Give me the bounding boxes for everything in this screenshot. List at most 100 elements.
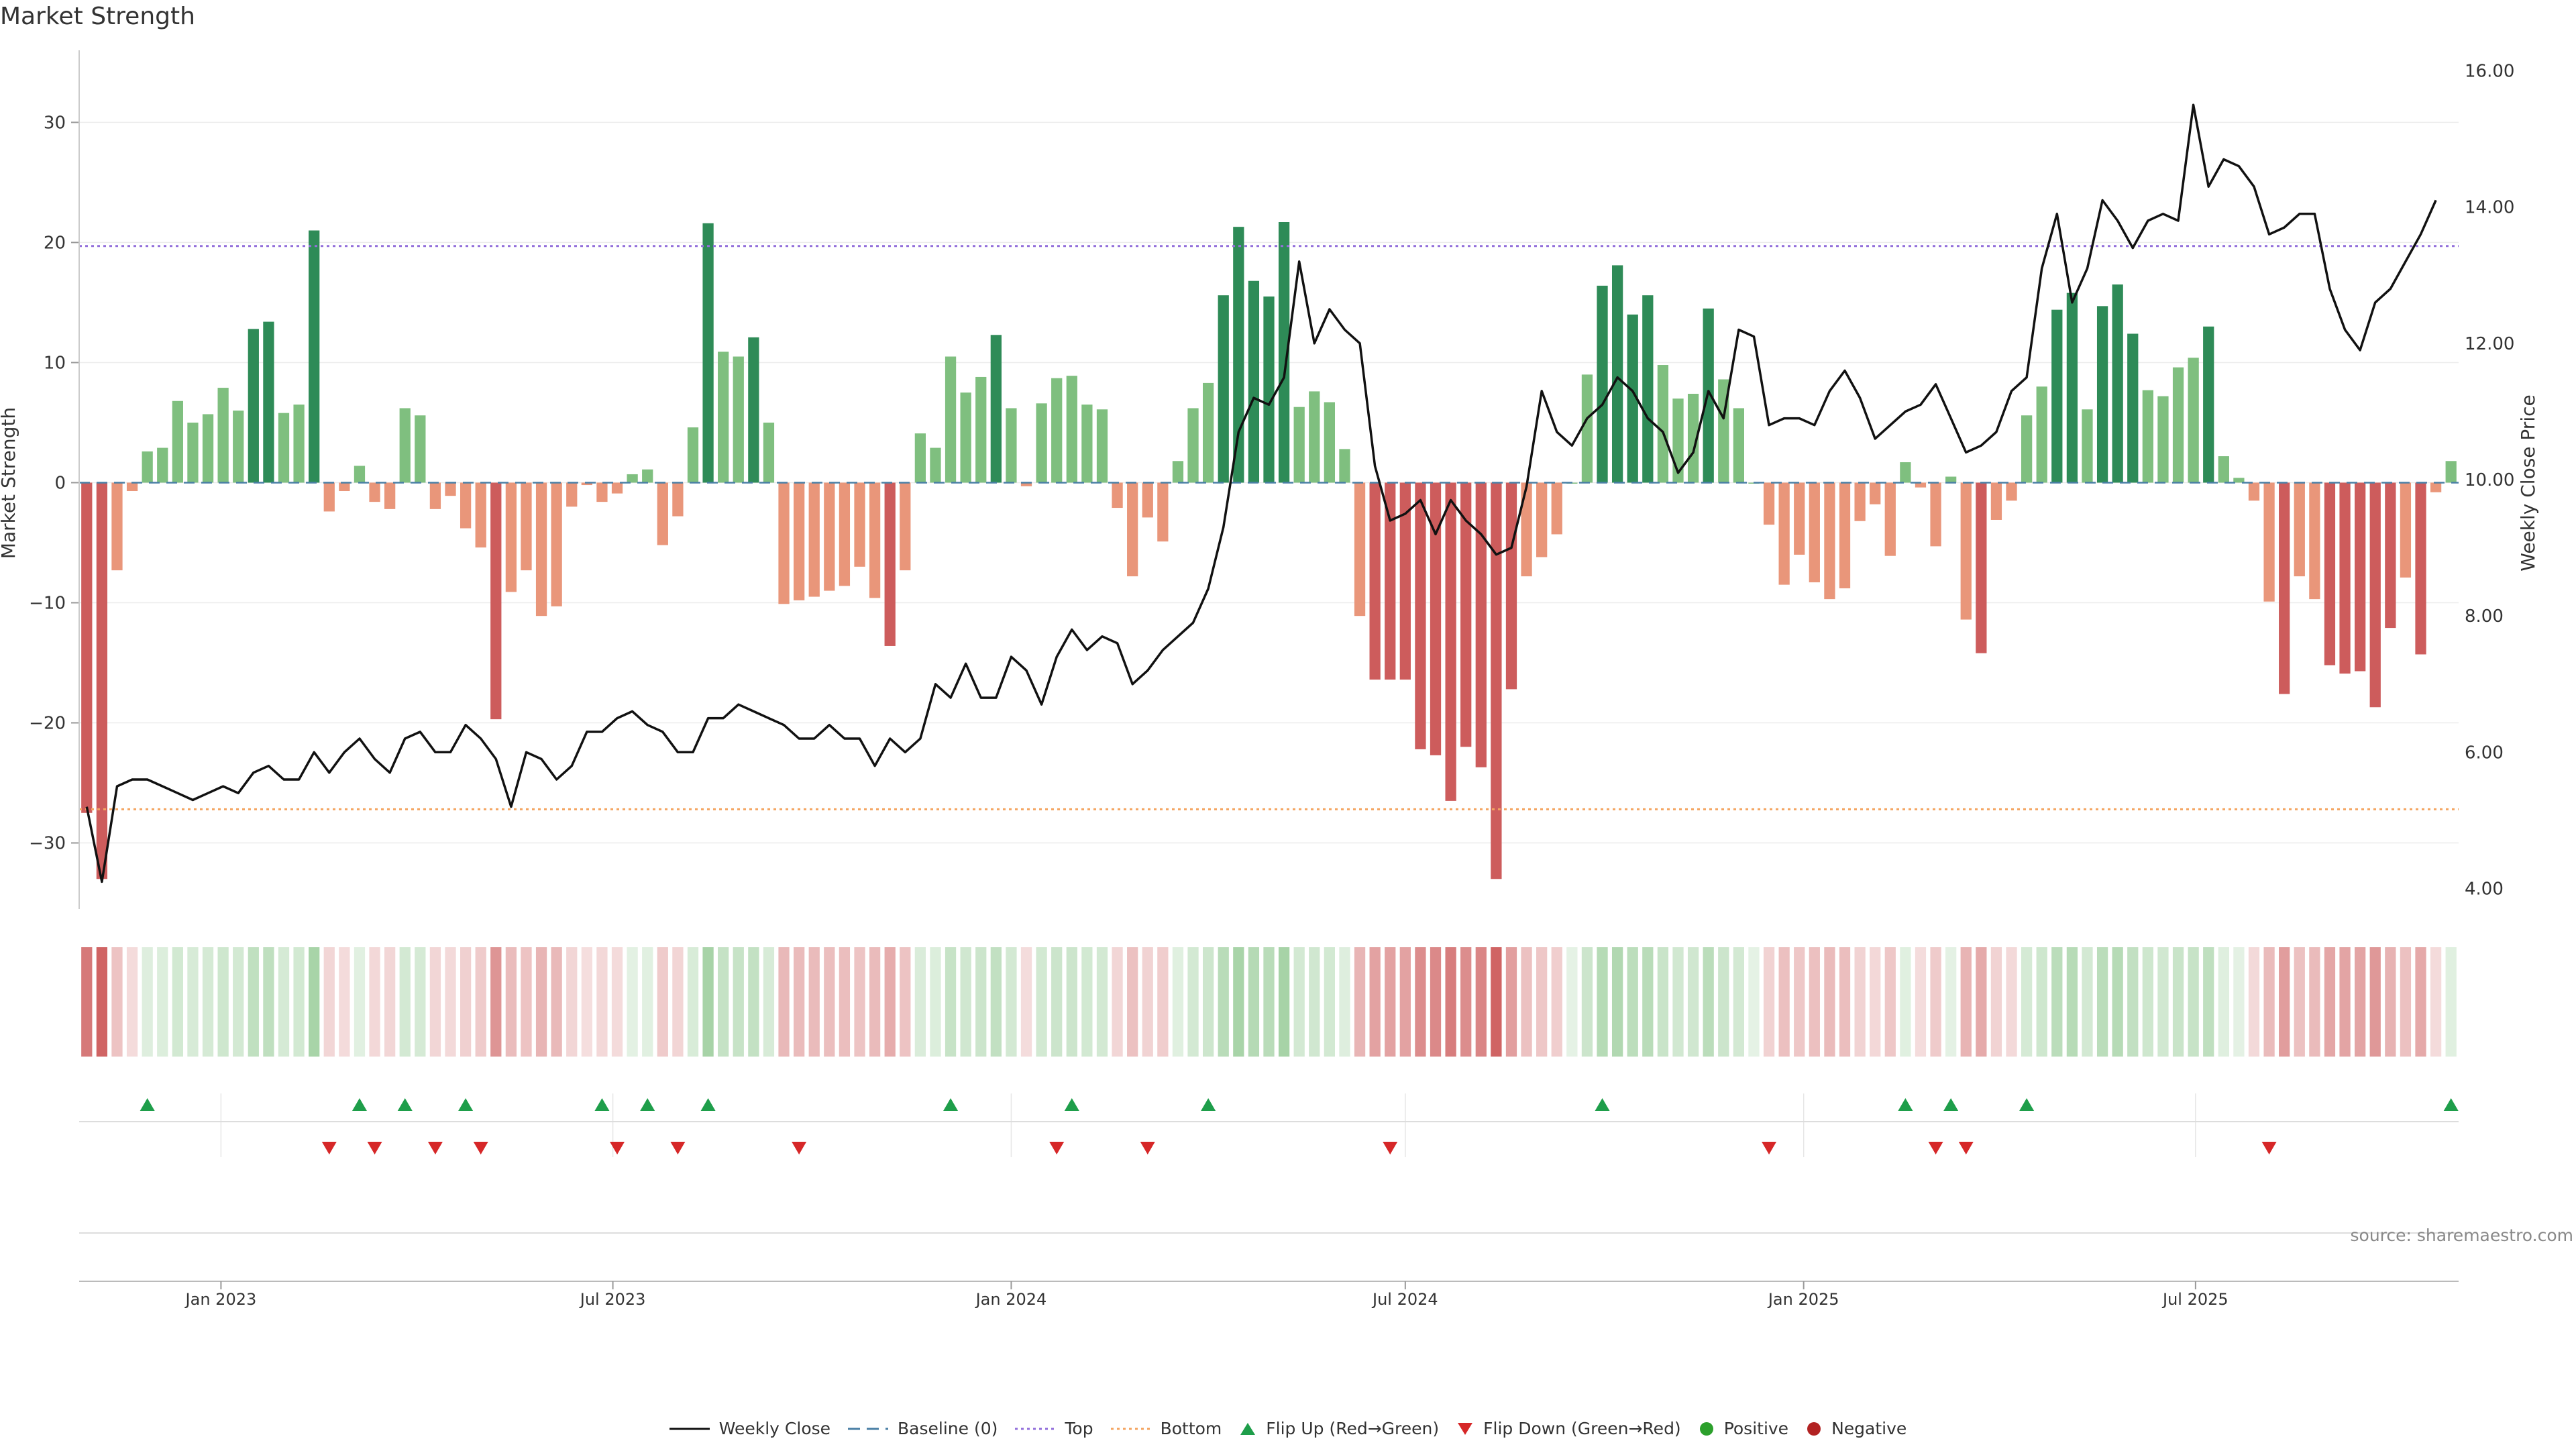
strength-bar bbox=[217, 388, 229, 483]
flip-up-marker bbox=[640, 1098, 655, 1111]
circle-icon bbox=[1807, 1421, 1821, 1436]
heat-cell bbox=[1006, 947, 1017, 1057]
strength-bar bbox=[990, 335, 1002, 483]
strength-bar bbox=[657, 482, 668, 545]
strength-bar bbox=[1324, 402, 1336, 483]
strength-bar bbox=[1763, 482, 1775, 525]
x-tick-label: Jul 2023 bbox=[579, 1290, 646, 1309]
strength-bar bbox=[1611, 265, 1623, 483]
heat-cell bbox=[2127, 947, 2139, 1057]
heat-cell bbox=[1263, 947, 1275, 1057]
strength-bar bbox=[1020, 482, 1032, 486]
strength-bar bbox=[733, 356, 744, 483]
heat-cell bbox=[642, 947, 653, 1057]
strength-bar bbox=[2127, 333, 2139, 483]
flip-down-marker bbox=[1383, 1142, 1398, 1155]
heat-cell bbox=[1794, 947, 1805, 1057]
strength-bar bbox=[1976, 482, 1987, 653]
strength-bar bbox=[2066, 292, 2078, 483]
left-tick-label: 0 bbox=[54, 473, 66, 493]
strength-bar bbox=[309, 230, 320, 483]
heat-cell bbox=[521, 947, 532, 1057]
heat-cell bbox=[2142, 947, 2153, 1057]
strength-bar bbox=[142, 451, 153, 483]
heat-cell bbox=[960, 947, 971, 1057]
axes: 30 20 10 0 −10 −20 −30 16.00 14.00 12.00 10.00 8.00… bbox=[29, 50, 2514, 1309]
heat-cell bbox=[1324, 947, 1336, 1057]
heat-cell bbox=[1157, 947, 1169, 1057]
heat-cell bbox=[1248, 947, 1260, 1057]
heat-cell bbox=[399, 947, 411, 1057]
strength-bar bbox=[490, 482, 502, 720]
legend-line-swatch bbox=[669, 1428, 710, 1430]
heat-cell bbox=[1096, 947, 1108, 1057]
heat-cell bbox=[2112, 947, 2123, 1057]
flip-up-marker bbox=[2443, 1098, 2459, 1111]
heat-cell bbox=[2006, 947, 2017, 1057]
heat-cell bbox=[293, 947, 305, 1057]
strength-bar bbox=[505, 482, 517, 592]
strength-bar bbox=[1051, 378, 1063, 483]
heat-cell bbox=[1976, 947, 1987, 1057]
legend-baseline-label: Baseline (0) bbox=[898, 1419, 998, 1438]
heat-cell bbox=[81, 947, 93, 1057]
heat-cell bbox=[1566, 947, 1578, 1057]
strength-bar bbox=[824, 482, 835, 591]
strength-bar bbox=[1066, 376, 1077, 483]
right-axis-label: Weekly Close Price bbox=[2517, 394, 2539, 571]
heat-cell bbox=[1778, 947, 1790, 1057]
heat-cell bbox=[445, 947, 456, 1057]
heat-cell bbox=[900, 947, 911, 1057]
heat-cell bbox=[1854, 947, 1866, 1057]
strength-bar bbox=[1293, 407, 1305, 483]
strength-bar bbox=[930, 447, 941, 483]
flip-up-marker bbox=[1064, 1098, 1079, 1111]
strength-bar bbox=[1157, 482, 1169, 542]
strength-bar bbox=[1096, 409, 1108, 483]
heat-cell bbox=[1870, 947, 1881, 1057]
strength-bar bbox=[702, 223, 714, 483]
heat-cell bbox=[1945, 947, 1957, 1057]
strength-bar bbox=[2355, 482, 2366, 672]
strength-bar bbox=[1248, 280, 1260, 483]
strength-bar bbox=[1733, 408, 1744, 483]
flip-up-marker bbox=[140, 1098, 155, 1111]
strength-bar bbox=[1036, 403, 1047, 483]
strength-bar bbox=[2339, 482, 2351, 674]
heat-cell bbox=[2021, 947, 2033, 1057]
heat-cell bbox=[1112, 947, 1123, 1057]
heat-cell bbox=[1081, 947, 1093, 1057]
strength-bar bbox=[763, 422, 775, 483]
strength-bar bbox=[1930, 482, 1941, 547]
legend-flip-down-label: Flip Down (Green→Red) bbox=[1483, 1419, 1681, 1438]
heat-cell bbox=[490, 947, 502, 1057]
legend: Weekly Close Baseline (0) Top Bottom Fli… bbox=[0, 1419, 2576, 1438]
strength-bar bbox=[718, 352, 729, 483]
flip-up-marker bbox=[397, 1098, 413, 1111]
heat-cell bbox=[657, 947, 668, 1057]
heat-cell bbox=[869, 947, 881, 1057]
strength-bar bbox=[1385, 482, 1396, 680]
heat-cell bbox=[202, 947, 214, 1057]
strength-bar bbox=[1218, 295, 1229, 483]
heat-cell bbox=[1172, 947, 1184, 1057]
heat-cell bbox=[702, 947, 714, 1057]
strength-bars bbox=[81, 222, 2457, 879]
heat-cell bbox=[323, 947, 335, 1057]
strength-bar bbox=[1415, 482, 1426, 749]
heat-cell bbox=[1020, 947, 1032, 1057]
heat-cell bbox=[233, 947, 244, 1057]
left-tick-label: 20 bbox=[44, 233, 66, 253]
weekly-close-line bbox=[85, 103, 2437, 883]
heat-cell bbox=[748, 947, 759, 1057]
strength-bar bbox=[248, 329, 259, 483]
heat-cell bbox=[1369, 947, 1381, 1057]
legend-flip-down: Flip Down (Green→Red) bbox=[1456, 1419, 1681, 1438]
heat-cell bbox=[1824, 947, 1835, 1057]
legend-bottom-label: Bottom bbox=[1160, 1419, 1222, 1438]
strength-bar bbox=[1687, 394, 1699, 483]
strength-bar bbox=[1006, 408, 1017, 483]
flip-down-marker bbox=[1958, 1142, 1974, 1155]
heat-cell bbox=[1990, 947, 2002, 1057]
strength-bar bbox=[1202, 382, 1214, 483]
